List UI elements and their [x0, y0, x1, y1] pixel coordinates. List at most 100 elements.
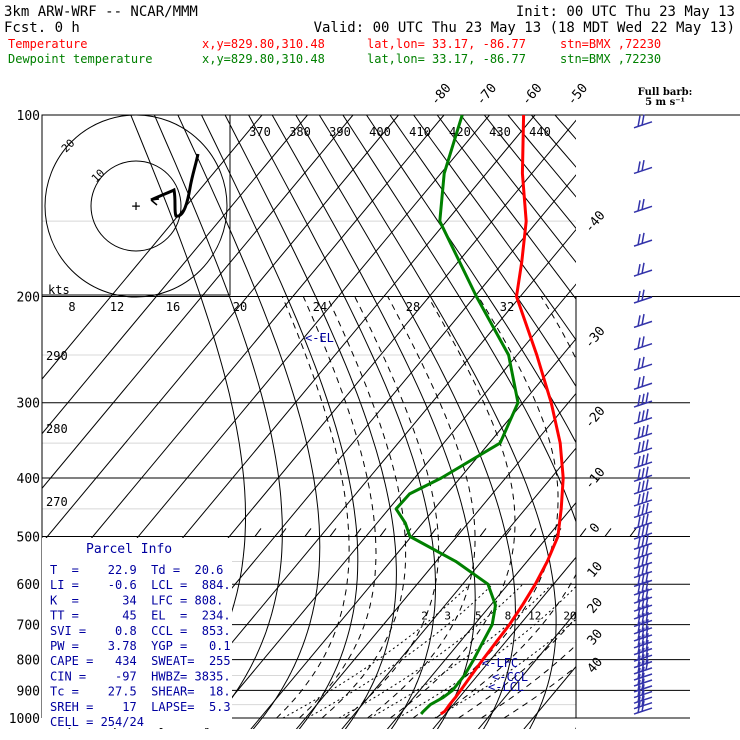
barb-flag: [641, 597, 645, 609]
barb-flag: [637, 635, 641, 647]
barb-flag: [637, 263, 641, 276]
barb-flag: [645, 562, 649, 575]
barb-flag: [637, 642, 641, 654]
barb-flag: [637, 526, 641, 539]
barb-shaft: [633, 382, 653, 390]
barb-shaft: [633, 542, 653, 550]
barb-shaft: [633, 342, 653, 351]
dry-adiabat: [389, 115, 576, 388]
level-tick: [604, 528, 612, 537]
legend-temperature-latlon: lat,lon= 33.17, -86.77: [367, 37, 526, 51]
barb-flag: [641, 336, 645, 348]
legend-temperature-coords: x,y=829.80,310.48: [202, 37, 325, 51]
isotherm: [341, 447, 576, 729]
barb-flag: [637, 200, 641, 212]
wind-barb: [633, 313, 653, 329]
legend-temperature-stn: stn=BMX ,72230: [560, 37, 661, 51]
wind-barb: [633, 513, 653, 530]
barb-flag: [645, 580, 649, 592]
barb-shaft: [633, 400, 653, 408]
wind-barb: [633, 160, 653, 175]
wind-barb: [633, 544, 653, 560]
dry-adiabat: [177, 115, 321, 729]
barb-flag: [641, 672, 645, 684]
wind-barb: [633, 700, 653, 715]
barb-flag: [637, 537, 641, 549]
isotherm-label: -40: [582, 208, 609, 236]
isotherm-label: -70: [474, 81, 501, 109]
wind-barb: [633, 611, 653, 628]
barb-flag: [637, 667, 641, 680]
barb-flag: [645, 588, 649, 600]
barb-flag: [641, 535, 645, 548]
barb-flag: [641, 581, 645, 593]
barb-flag: [645, 553, 649, 566]
barb-flag: [645, 619, 649, 631]
barb-shaft: [633, 552, 653, 560]
barb-shaft: [633, 416, 653, 425]
barb-flag: [645, 646, 649, 658]
wind-barb: [633, 424, 653, 441]
barb-legend-title: Full barb:: [638, 87, 693, 98]
legend-dewpoint: Dewpoint temperature x,y=829.80,310.48 l…: [8, 52, 661, 66]
pressure-label: 800: [17, 654, 40, 669]
legend-dewpoint-coords: x,y=829.80,310.48: [202, 52, 325, 66]
dry-adiabat-label: 270: [46, 495, 68, 509]
barb-flag: [641, 492, 645, 504]
parcel-info-title: Parcel Info: [86, 542, 172, 557]
barb-flag: [641, 589, 645, 601]
hodograph-center: +: [131, 197, 140, 215]
barb-flag: [641, 467, 645, 480]
wind-barb: [633, 596, 653, 612]
dry-adiabat-label: 290: [46, 349, 68, 363]
pressure-label: 1000: [9, 712, 40, 727]
wind-barb: [633, 114, 653, 129]
moist-adiabat: [321, 296, 407, 719]
theta-e-label: 410: [409, 125, 431, 139]
barb-shaft: [633, 296, 653, 304]
mixing-ratio-label: 20: [563, 610, 576, 623]
barb-flag: [637, 441, 641, 454]
barb-flag: [645, 453, 649, 465]
barb-flag: [641, 695, 645, 707]
level-tick: [354, 528, 362, 537]
barb-flag: [641, 393, 645, 405]
barb-flag: [637, 546, 641, 559]
barb-flag: [637, 565, 641, 577]
dry-adiabat: [295, 115, 516, 729]
barb-flag: [637, 290, 641, 303]
barb-flag: [641, 375, 645, 388]
isotherm-label: 20: [585, 595, 607, 617]
parcel-row: CIN = -97 HWBZ= 3835.: [50, 669, 231, 683]
barb-flag: [641, 515, 645, 527]
isotherm-label: 10: [585, 559, 607, 581]
barb-flag: [641, 641, 645, 653]
wind-barb: [633, 619, 653, 635]
dry-adiabat: [366, 115, 576, 444]
init-time: Init: 00 UTC Thu 23 May 13: [516, 4, 735, 20]
isotherm-label: 40: [585, 655, 607, 677]
dry-adiabat: [153, 115, 283, 729]
isotherm-label: -80: [428, 81, 455, 109]
barb-flag: [641, 313, 645, 326]
wind-barb: [633, 524, 653, 540]
wind-barb: [633, 408, 653, 425]
parcel-row: CAPE = 434 SWEAT= 255: [50, 654, 231, 668]
mixing-ratio-label: 2: [421, 610, 428, 623]
barb-flag: [641, 289, 645, 301]
wind-barb: [633, 262, 653, 277]
level-tick: [279, 528, 287, 537]
barb-shaft: [633, 239, 653, 247]
isotherm: [159, 228, 576, 729]
barb-shaft: [633, 487, 653, 495]
barb-flag: [641, 545, 645, 557]
forecast-hour: Fcst. 0 h: [4, 20, 80, 36]
barb-shaft: [633, 320, 653, 329]
mixing-ratio-label: 3: [444, 610, 451, 623]
barb-flag: [641, 480, 645, 492]
barb-shaft: [633, 269, 653, 277]
theta-e-label: 400: [369, 125, 391, 139]
barb-flag: [637, 673, 641, 686]
theta-w-label: 28: [406, 300, 420, 314]
pressure-label: 600: [17, 578, 40, 593]
